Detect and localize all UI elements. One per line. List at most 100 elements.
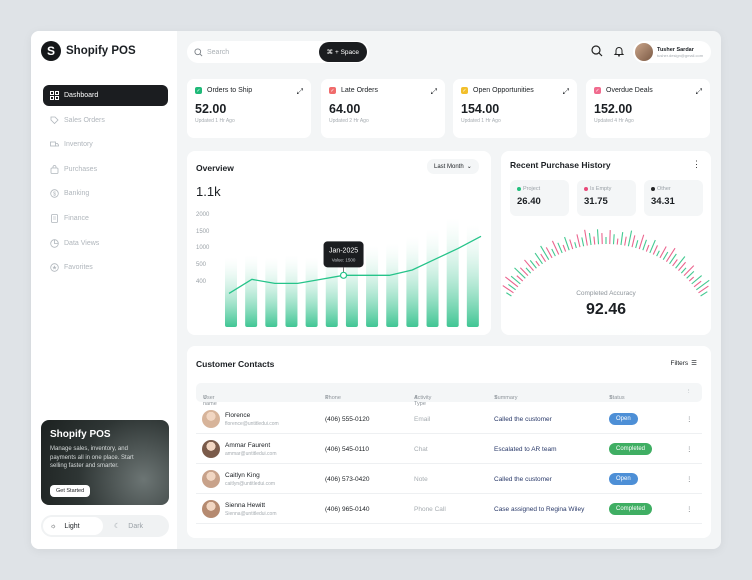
table-row[interactable]: Ammar Faurent ammar@untitledui.com (406) 5… xyxy=(196,434,702,464)
sidebar-item-label: Favorites xyxy=(64,264,93,272)
gauge-tick xyxy=(519,267,529,277)
expand-icon[interactable]: ⤢ xyxy=(296,87,303,96)
column-header-label: Status xyxy=(609,395,625,401)
stat-value: 52.00 xyxy=(195,102,227,116)
gauge-tick xyxy=(620,232,624,246)
bell-icon[interactable] xyxy=(613,45,625,57)
chart-bar xyxy=(285,255,298,327)
status-badge: Completed xyxy=(609,503,653,515)
gauge-tick xyxy=(569,239,574,250)
gauge-tick xyxy=(510,275,521,285)
contact-name: Florence xyxy=(225,412,251,419)
filter-icon: ☰ xyxy=(691,360,697,367)
gauge-tick xyxy=(700,291,708,297)
sidebar-nav: Dashboard Sales Orders Inventory Purchases $… xyxy=(43,85,168,282)
overview-title: Overview xyxy=(196,163,234,173)
chart-bar xyxy=(466,224,479,327)
sidebar-item-favorites[interactable]: Favorites xyxy=(43,257,168,278)
checkbox-icon: ✓ xyxy=(329,87,336,94)
grid-icon xyxy=(50,91,59,100)
theme-dark-button[interactable]: ☾ Dark xyxy=(107,517,167,535)
highlight-point[interactable] xyxy=(339,271,348,279)
column-header-label: User name xyxy=(203,395,217,407)
sidebar-item-banking[interactable]: $ Banking xyxy=(43,183,168,204)
more-icon[interactable]: ⋮ xyxy=(686,416,693,423)
more-icon[interactable]: ⋮ xyxy=(692,159,701,169)
sidebar-item-label: Inventory xyxy=(64,141,93,149)
expand-icon[interactable]: ⤢ xyxy=(562,87,569,96)
contact-name: Caitlyn King xyxy=(225,472,260,479)
sidebar-item-purchases[interactable]: Purchases xyxy=(43,159,168,180)
y-tick-label: 400 xyxy=(196,279,207,285)
sort-icon: ⇕ xyxy=(494,395,499,401)
sidebar-item-label: Sales Orders xyxy=(64,116,105,124)
purchase-stat-value: 34.31 xyxy=(651,196,675,207)
gauge-tick xyxy=(672,259,678,267)
period-select[interactable]: Last Month ⌄ xyxy=(427,159,479,174)
topbar: Search ⌘ + Space Tusher Sardar tusher.de… xyxy=(187,41,711,63)
theme-light-button[interactable]: ☼ Light xyxy=(43,517,103,535)
stat-value: 64.00 xyxy=(329,102,361,116)
theme-toggle: ☼ Light ☾ Dark xyxy=(41,515,169,537)
get-started-button[interactable]: Get Started xyxy=(50,485,91,497)
sidebar-item-data-views[interactable]: Data Views xyxy=(43,233,168,254)
table-row[interactable]: Sienna Hewitt Sienna@untitledui.com (406) … xyxy=(196,494,702,524)
gauge-tick xyxy=(551,240,560,255)
contact-email: ammar@untitledui.com xyxy=(225,451,277,457)
gauge-tick xyxy=(540,245,550,260)
expand-icon[interactable]: ⤢ xyxy=(695,87,702,96)
stat-card-overdue-deals: ✓ Overdue Deals ⤢ 152.00 Updated 4 Hr Ago xyxy=(586,79,710,138)
gauge-tick xyxy=(649,239,656,254)
search-icon[interactable] xyxy=(591,45,603,57)
avatar xyxy=(202,470,220,488)
legend-dot xyxy=(651,187,655,191)
app-title: Shopify POS xyxy=(66,45,136,57)
stat-label: Orders to Ship xyxy=(207,87,253,94)
search-icon xyxy=(194,47,203,56)
more-icon[interactable]: ⋮ xyxy=(686,476,693,483)
contact-name: Sienna Hewitt xyxy=(225,502,266,509)
app-logo[interactable]: S Shopify POS xyxy=(41,41,136,61)
sidebar-item-label: Banking xyxy=(64,190,90,198)
gauge-tick xyxy=(596,229,600,245)
gauge-tick xyxy=(576,234,581,248)
gauge-tick xyxy=(505,276,519,288)
gauge-tick xyxy=(616,238,619,245)
gauge-tick xyxy=(540,253,547,262)
more-icon[interactable]: ⋮ xyxy=(686,446,693,453)
filters-button[interactable]: Filters ☰ xyxy=(670,359,697,368)
sidebar-item-dashboard[interactable]: Dashboard xyxy=(43,85,168,106)
purchase-stat-value: 31.75 xyxy=(584,196,608,207)
table-row[interactable]: Caitlyn King caitlyn@untitledui.com (406) … xyxy=(196,464,702,494)
gauge-tick xyxy=(627,230,633,247)
gauge-tick xyxy=(686,270,695,279)
stat-value: 152.00 xyxy=(594,102,633,116)
search-input[interactable]: Search xyxy=(207,48,230,56)
contact-phone: (406) 545-0110 xyxy=(325,446,369,453)
sidebar-item-inventory[interactable]: Inventory xyxy=(43,134,168,155)
more-icon[interactable]: ⋮ xyxy=(686,506,693,513)
activity-type: Phone Call xyxy=(414,506,446,513)
svg-text:$: $ xyxy=(53,192,56,198)
app-window: S Shopify POS Dashboard Sales Orders Inven… xyxy=(31,31,721,549)
user-profile[interactable]: Tusher Sardar tusher.design@gmail.com xyxy=(633,41,711,63)
more-icon[interactable]: ⋮ xyxy=(686,389,692,395)
gauge-tick xyxy=(581,237,585,247)
contact-email: Sienna@untitledui.com xyxy=(225,511,277,517)
search-bar[interactable]: Search ⌘ + Space xyxy=(187,41,369,63)
gauge-tick xyxy=(551,248,556,257)
table-row[interactable]: Florence florence@untitledui.com (406) 555… xyxy=(196,404,702,434)
expand-icon[interactable]: ⤢ xyxy=(430,87,437,96)
sidebar-item-sales-orders[interactable]: Sales Orders xyxy=(43,110,168,131)
table-header: User name ⇕ Phone ⇕ Activity Type ⇕ Summary… xyxy=(196,383,702,407)
chevron-down-icon: ⌄ xyxy=(466,164,472,170)
sidebar-item-finance[interactable]: Finance xyxy=(43,208,168,229)
sort-icon: ⇕ xyxy=(414,395,419,401)
shortcut-badge[interactable]: ⌘ + Space xyxy=(318,42,367,62)
contact-name: Ammar Faurent xyxy=(225,442,271,449)
gauge-tick xyxy=(691,275,702,285)
chart-bar xyxy=(265,257,278,327)
gauge-tick xyxy=(665,247,676,262)
gauge-tick xyxy=(638,234,645,250)
y-tick-label: 2000 xyxy=(196,212,210,218)
